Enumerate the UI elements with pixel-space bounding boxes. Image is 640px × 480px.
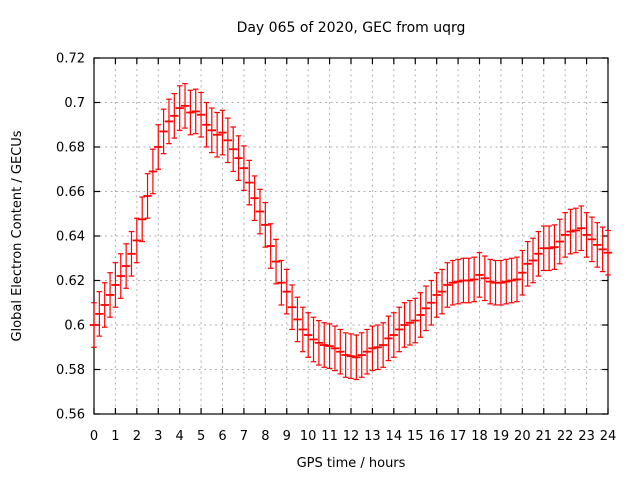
gec-error-bar-series	[89, 82, 613, 381]
svg-text:0.66: 0.66	[56, 185, 85, 200]
svg-text:14: 14	[386, 429, 403, 444]
svg-text:12: 12	[343, 429, 360, 444]
svg-text:3: 3	[154, 429, 162, 444]
svg-text:18: 18	[471, 429, 488, 444]
svg-text:16: 16	[428, 429, 445, 444]
svg-text:0: 0	[90, 429, 98, 444]
svg-text:6: 6	[218, 429, 226, 444]
svg-text:0.72: 0.72	[56, 52, 85, 67]
svg-text:21: 21	[535, 429, 552, 444]
svg-text:10: 10	[300, 429, 317, 444]
svg-text:17: 17	[450, 429, 467, 444]
svg-text:1: 1	[111, 429, 119, 444]
tick-labels: 0 1 2 3 4 5 6 7 8 9 10 11 12 13 14 15 16 17 18 19 20 21 22 23 24…	[56, 52, 616, 445]
svg-text:0.64: 0.64	[56, 230, 85, 245]
svg-text:23: 23	[578, 429, 595, 444]
svg-text:13: 13	[364, 429, 381, 444]
svg-text:8: 8	[261, 429, 269, 444]
svg-text:0.58: 0.58	[56, 363, 85, 378]
svg-text:22: 22	[557, 429, 574, 444]
svg-text:4: 4	[176, 429, 184, 444]
svg-text:0.6: 0.6	[64, 319, 85, 334]
svg-text:20: 20	[514, 429, 531, 444]
x-axis-label: GPS time / hours	[296, 456, 406, 471]
svg-text:2: 2	[133, 429, 141, 444]
svg-text:11: 11	[321, 429, 338, 444]
svg-text:0.7: 0.7	[64, 96, 85, 111]
svg-text:0.68: 0.68	[56, 141, 85, 156]
svg-text:5: 5	[197, 429, 205, 444]
svg-text:9: 9	[283, 429, 291, 444]
chart-title: Day 065 of 2020, GEC from uqrg	[236, 20, 466, 36]
svg-text:0.56: 0.56	[56, 408, 85, 423]
svg-text:15: 15	[407, 429, 424, 444]
svg-text:19: 19	[493, 429, 510, 444]
svg-text:0.62: 0.62	[56, 274, 85, 289]
svg-text:24: 24	[600, 429, 617, 444]
svg-text:7: 7	[240, 429, 248, 444]
